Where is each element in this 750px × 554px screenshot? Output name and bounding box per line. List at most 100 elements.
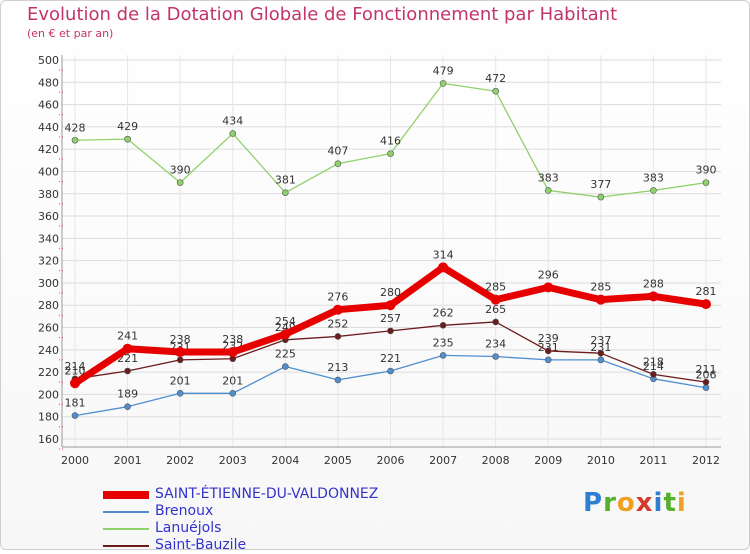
y-tick-label: 380 xyxy=(38,188,59,201)
data-point xyxy=(280,329,291,340)
data-label: 241 xyxy=(117,330,138,343)
data-label: 280 xyxy=(380,286,401,299)
data-label: 390 xyxy=(696,164,717,177)
chart-subtitle: (en € et par an) xyxy=(27,27,114,40)
data-label: 237 xyxy=(590,334,611,347)
data-point xyxy=(439,352,447,359)
x-tick-label: 2002 xyxy=(166,454,194,467)
x-tick-label: 2000 xyxy=(61,454,89,467)
data-point xyxy=(385,300,396,311)
data-label: 235 xyxy=(433,336,454,349)
data-point xyxy=(71,136,79,144)
y-tick-label: 240 xyxy=(38,344,59,357)
data-label: 479 xyxy=(433,64,454,77)
data-point xyxy=(332,304,343,315)
logo-letter: i xyxy=(653,488,664,518)
data-point xyxy=(543,282,554,293)
data-point xyxy=(124,403,131,410)
data-point xyxy=(334,160,342,167)
data-label: 252 xyxy=(327,317,348,330)
y-tick-label: 460 xyxy=(38,99,59,112)
data-label: 214 xyxy=(643,360,664,373)
data-label: 314 xyxy=(433,248,454,261)
data-point xyxy=(175,347,186,358)
data-point xyxy=(227,347,238,358)
data-point xyxy=(702,384,710,392)
data-label: 231 xyxy=(590,341,611,354)
data-label: 181 xyxy=(65,397,86,410)
data-point xyxy=(71,412,79,419)
data-point xyxy=(597,349,605,357)
y-tick-label: 160 xyxy=(38,433,59,446)
logo-letter: i xyxy=(676,488,687,518)
data-point xyxy=(597,356,605,364)
data-label: 257 xyxy=(380,312,401,325)
data-label: 434 xyxy=(222,115,243,128)
data-point xyxy=(122,343,133,354)
y-tick-label: 360 xyxy=(38,210,59,223)
y-tick-label: 400 xyxy=(38,165,59,178)
data-label: 281 xyxy=(696,285,717,298)
data-label: 383 xyxy=(643,171,664,184)
data-label: 416 xyxy=(380,135,401,148)
data-label: 262 xyxy=(433,306,454,319)
legend-swatch xyxy=(103,545,149,547)
logo-letter: o xyxy=(616,488,636,518)
x-tick-label: 2010 xyxy=(587,454,615,467)
data-point xyxy=(648,291,659,302)
x-tick-label: 2005 xyxy=(324,454,352,467)
data-point xyxy=(124,367,131,375)
data-point xyxy=(282,189,289,196)
data-point xyxy=(176,356,184,364)
data-point xyxy=(544,356,552,364)
data-point xyxy=(124,135,131,143)
logo-letter: P xyxy=(583,488,604,518)
data-point xyxy=(334,333,342,340)
y-tick-label: 420 xyxy=(38,143,59,156)
y-tick-label: 280 xyxy=(38,299,59,312)
y-tick-label: 180 xyxy=(38,411,59,424)
data-point xyxy=(282,363,289,370)
data-label: 407 xyxy=(327,145,348,158)
y-tick-label: 440 xyxy=(38,121,59,134)
data-point xyxy=(702,378,710,386)
data-point xyxy=(544,187,552,194)
data-point xyxy=(387,367,394,375)
x-tick-label: 2007 xyxy=(429,454,457,467)
data-point xyxy=(229,389,237,397)
data-label: 225 xyxy=(275,348,296,361)
data-label: 234 xyxy=(485,338,506,351)
data-point xyxy=(387,327,394,335)
data-point xyxy=(387,150,394,157)
data-point xyxy=(492,353,499,360)
data-label: 383 xyxy=(538,171,559,184)
data-label: 296 xyxy=(538,268,559,281)
legend-label: SAINT-ÉTIENNE-DU-VALDONNEZ xyxy=(155,486,379,502)
data-point xyxy=(492,318,499,326)
logo-letter: x xyxy=(635,488,654,518)
data-label: 288 xyxy=(643,277,664,290)
y-tick-label: 340 xyxy=(38,232,59,245)
data-label: 472 xyxy=(485,72,506,85)
data-point xyxy=(176,389,184,397)
chart-title: Evolution de la Dotation Globale de Fonc… xyxy=(27,4,618,25)
logo-letter: t xyxy=(663,488,677,518)
legend-swatch xyxy=(103,511,149,513)
legend-swatch xyxy=(103,491,149,499)
legend-label: Lanuéjols xyxy=(155,520,222,536)
data-label: 213 xyxy=(327,361,348,374)
data-label: 201 xyxy=(222,374,243,387)
x-tick-label: 2003 xyxy=(219,454,247,467)
y-tick-label: 500 xyxy=(38,54,59,67)
x-tick-label: 2001 xyxy=(114,454,142,467)
data-point xyxy=(595,294,606,305)
data-label: 381 xyxy=(275,174,296,187)
data-point xyxy=(439,80,447,87)
proxiti-logo: Proxiti xyxy=(583,488,687,518)
data-point xyxy=(650,187,657,194)
x-tick-label: 2004 xyxy=(271,454,299,467)
data-label: 429 xyxy=(117,120,138,133)
data-label: 285 xyxy=(590,281,611,294)
